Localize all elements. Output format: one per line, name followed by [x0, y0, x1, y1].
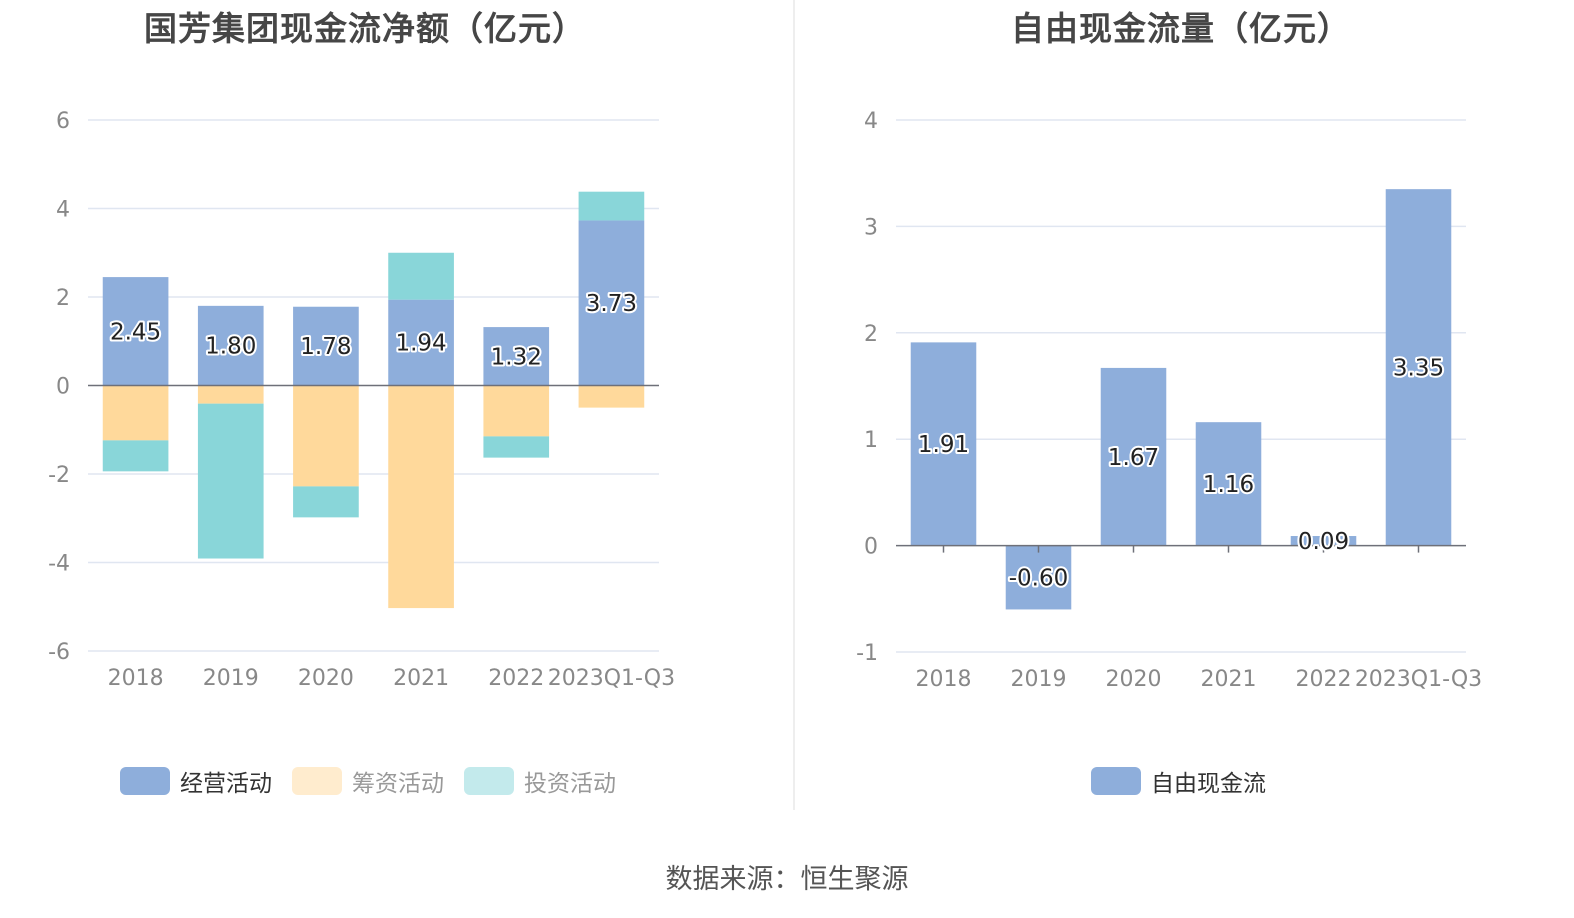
net-cash-flow-legend: 经营活动 筹资活动 投资活动 [120, 764, 636, 798]
bar-primary [910, 342, 977, 546]
bar-series-2 [578, 191, 645, 221]
bar-series-2 [102, 440, 169, 472]
x-tick-label: 2018 [108, 666, 164, 691]
bar-series-1 [293, 385, 359, 487]
y-tick-label: -4 [48, 552, 70, 577]
bar-value-label: 1.67 [1108, 445, 1159, 471]
bar-value-label: 0.09 [1298, 529, 1349, 555]
x-tick-label: 2020 [1106, 667, 1162, 692]
x-tick-label: 2023Q1-Q3 [548, 666, 675, 691]
x-tick-label: 2021 [393, 666, 449, 691]
net-cash-flow-title: 国芳集团现金流净额（亿元） [144, 9, 586, 48]
bar-primary [578, 220, 645, 386]
legend-item-free-cash-flow[interactable]: 自由现金流 [1091, 764, 1266, 798]
bar-value-label: 3.73 [586, 291, 637, 317]
legend-swatch-investing [464, 767, 514, 795]
net-cash-flow-panel: 国芳集团现金流净额（亿元） 6 4 2 0 -2 -4 -6 2018 2019 2020 2021… [0, 0, 790, 820]
bar-primary [483, 327, 550, 386]
bar-value-label: 1.78 [300, 334, 351, 360]
legend-label-free-cash-flow: 自由现金流 [1151, 771, 1266, 797]
net-cash-flow-chart: 6 4 2 0 -2 -4 -6 2018 2019 2020 2021 2022 2023Q1-Q3 2… [48, 109, 675, 691]
bar-value-label: 1.16 [1203, 472, 1254, 498]
free-cash-flow-panel: 自由现金流量（亿元） 4 3 2 1 0 -1 2018 2019 2020 2021 2022 20… [796, 0, 1574, 820]
x-tick-label: 2022 [488, 666, 544, 691]
data-source: 数据来源：恒生聚源 [665, 864, 909, 895]
bar-primary [388, 299, 454, 386]
bar-series-2 [293, 486, 359, 518]
panel-divider [793, 0, 795, 810]
bar-value-label: 1.94 [395, 331, 446, 357]
y-tick-label: 0 [864, 535, 878, 560]
bar-series-2 [483, 436, 550, 458]
bar-value-label: 2.45 [110, 319, 161, 345]
y-tick-label: -2 [48, 463, 70, 488]
legend-item-investing[interactable]: 投资活动 [464, 764, 616, 798]
x-tick-label: 2020 [298, 666, 354, 691]
bar-primary [293, 306, 359, 386]
bar-primary [197, 305, 264, 386]
free-cash-flow-chart: 4 3 2 1 0 -1 2018 2019 2020 2021 2022 2023Q1-Q3 1.91… [856, 109, 1482, 692]
bar-primary [1100, 367, 1167, 546]
y-tick-label: 2 [864, 322, 878, 347]
legend-label-operating: 经营活动 [180, 771, 272, 797]
bar-value-label: 1.32 [491, 344, 542, 370]
y-tick-label: 4 [864, 109, 878, 134]
y-tick-label: -1 [856, 641, 878, 666]
y-tick-label: 6 [56, 109, 70, 134]
bar-value-label: 3.35 [1393, 355, 1444, 381]
bar-primary [1195, 422, 1262, 546]
bar-primary [1005, 545, 1072, 610]
bar-series-1 [483, 385, 550, 437]
y-tick-label: -6 [48, 640, 70, 665]
legend-label-financing: 筹资活动 [352, 771, 444, 797]
bar-primary [102, 277, 169, 386]
legend-swatch-free-cash-flow [1091, 767, 1141, 795]
bar-series-2 [388, 252, 454, 300]
bar-series-1 [578, 385, 645, 408]
bar-series-2 [197, 403, 264, 559]
x-tick-label: 2019 [1011, 667, 1067, 692]
bar-primary [1290, 536, 1357, 546]
y-tick-label: 1 [864, 428, 878, 453]
x-tick-label: 2019 [203, 666, 259, 691]
bar-series-1 [388, 385, 454, 609]
legend-item-financing[interactable]: 筹资活动 [292, 764, 444, 798]
bar-series-1 [197, 385, 264, 404]
bar-series-1 [102, 385, 169, 441]
legend-swatch-operating [120, 767, 170, 795]
bar-value-label: -0.60 [1009, 566, 1069, 592]
x-tick-label: 2022 [1296, 667, 1352, 692]
y-tick-label: 0 [56, 375, 70, 400]
bar-value-label: 1.80 [205, 334, 256, 360]
legend-label-investing: 投资活动 [524, 771, 616, 797]
y-tick-label: 3 [864, 215, 878, 240]
free-cash-flow-title: 自由现金流量（亿元） [1011, 9, 1351, 48]
y-tick-label: 2 [56, 286, 70, 311]
x-tick-label: 2021 [1201, 667, 1257, 692]
bar-value-label: 1.91 [918, 432, 969, 458]
free-cash-flow-legend: 自由现金流 [1091, 764, 1286, 798]
legend-swatch-financing [292, 767, 342, 795]
x-tick-label: 2018 [916, 667, 972, 692]
bar-primary [1385, 189, 1452, 546]
legend-item-operating[interactable]: 经营活动 [120, 764, 272, 798]
y-tick-label: 4 [56, 198, 70, 223]
x-tick-label: 2023Q1-Q3 [1355, 667, 1482, 692]
